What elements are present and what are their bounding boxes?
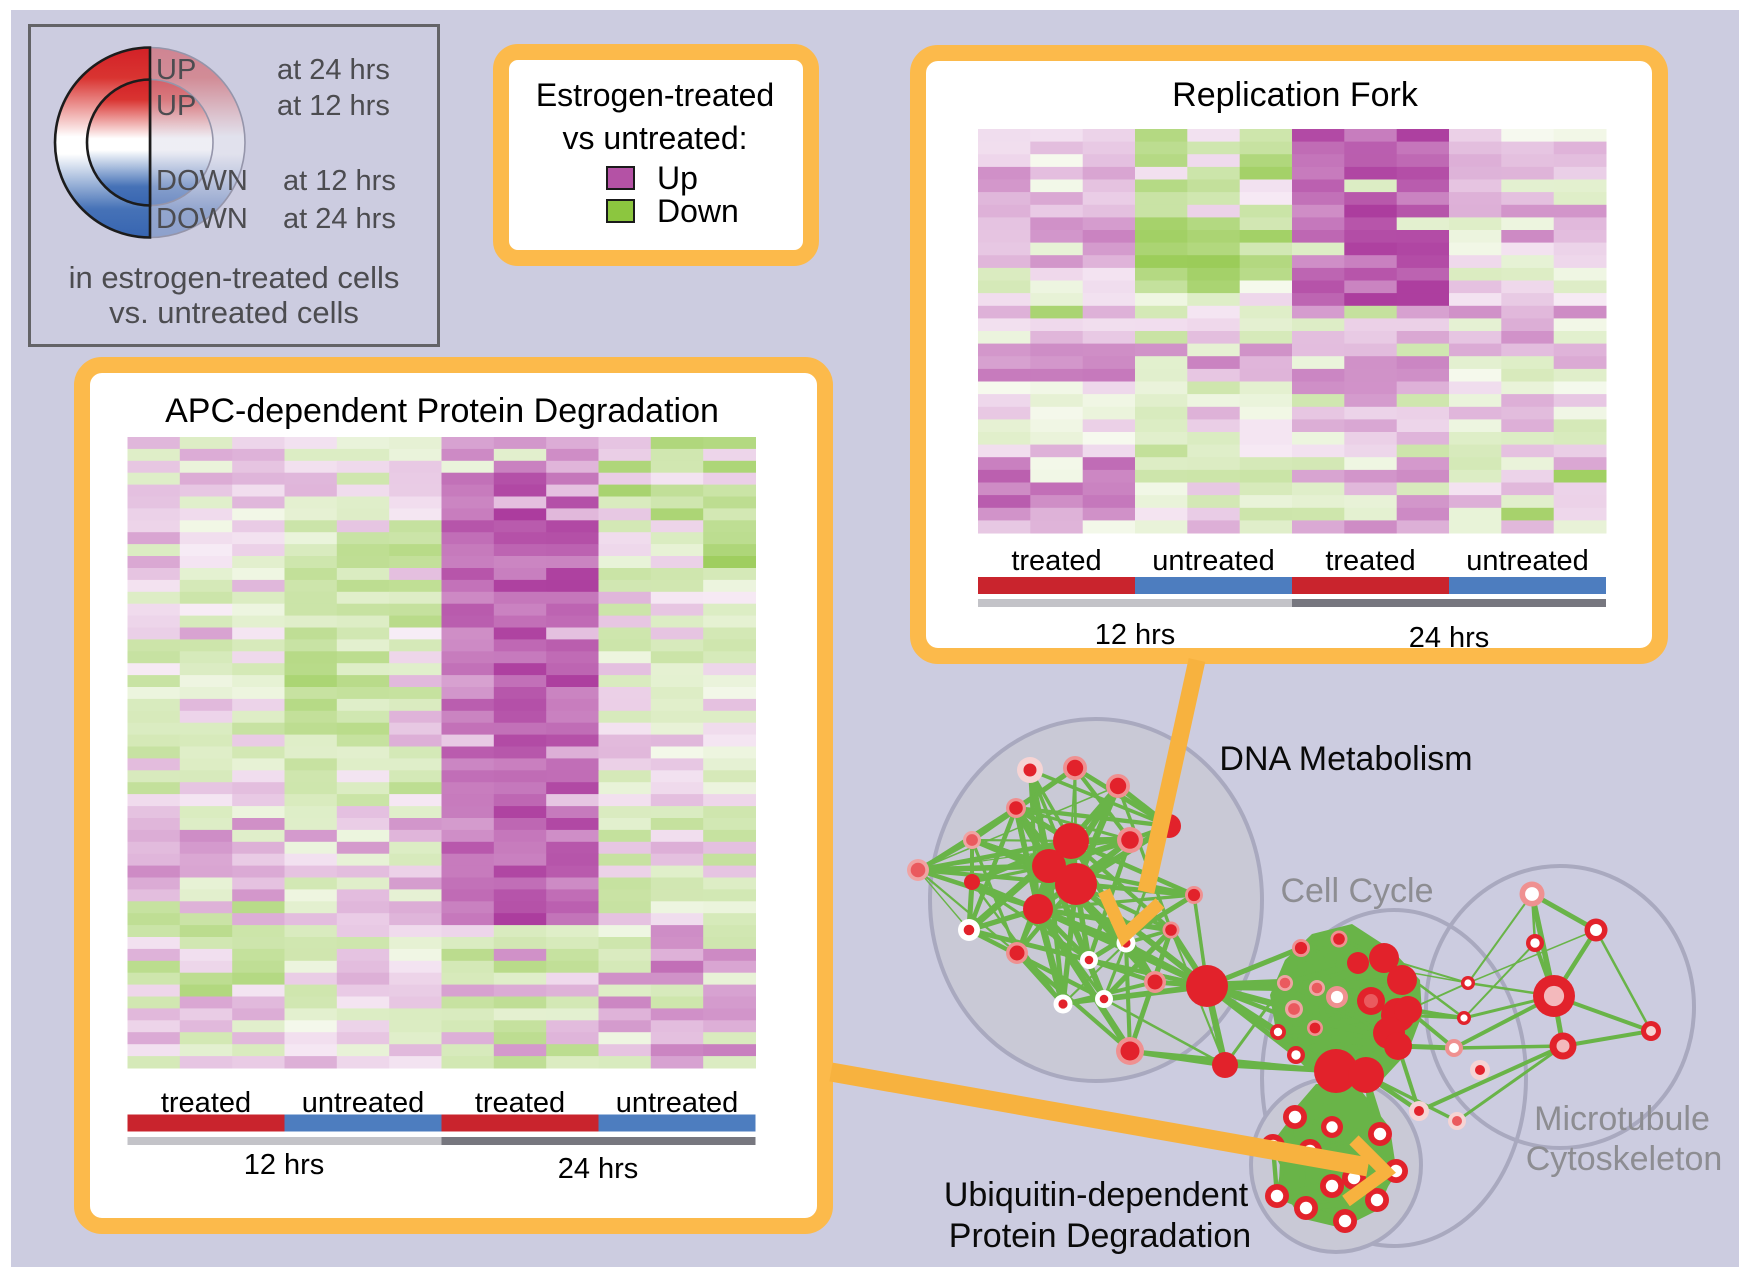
svg-text:untreated: untreated	[302, 1087, 425, 1119]
svg-text:DOWN: DOWN	[156, 165, 248, 197]
svg-text:12 hrs: 12 hrs	[244, 1149, 325, 1181]
svg-text:DNA Metabolism: DNA Metabolism	[1219, 740, 1472, 778]
svg-text:vs. untreated cells: vs. untreated cells	[109, 295, 359, 330]
svg-text:Down: Down	[657, 193, 739, 229]
svg-text:Protein Degradation: Protein Degradation	[949, 1217, 1251, 1255]
svg-text:treated: treated	[161, 1087, 251, 1119]
svg-text:Estrogen-treated: Estrogen-treated	[536, 77, 774, 113]
svg-text:in estrogen-treated cells: in estrogen-treated cells	[69, 260, 400, 295]
svg-text:at 12 hrs: at 12 hrs	[277, 90, 390, 122]
svg-text:UP: UP	[156, 54, 196, 86]
svg-text:Up: Up	[657, 160, 698, 196]
svg-text:Replication Fork: Replication Fork	[1172, 76, 1419, 114]
svg-text:Cytoskeleton: Cytoskeleton	[1526, 1140, 1723, 1178]
svg-text:at 24 hrs: at 24 hrs	[277, 54, 390, 86]
svg-text:24 hrs: 24 hrs	[1409, 622, 1490, 654]
svg-text:DOWN: DOWN	[156, 203, 248, 235]
svg-text:untreated: untreated	[616, 1087, 739, 1119]
svg-text:untreated: untreated	[1152, 545, 1275, 577]
svg-text:24 hrs: 24 hrs	[558, 1153, 639, 1185]
svg-text:vs untreated:: vs untreated:	[563, 120, 748, 156]
svg-text:12 hrs: 12 hrs	[1095, 619, 1176, 651]
svg-text:Microtubule: Microtubule	[1534, 1100, 1710, 1138]
svg-text:at 12 hrs: at 12 hrs	[283, 165, 396, 197]
svg-text:treated: treated	[475, 1087, 565, 1119]
svg-text:untreated: untreated	[1466, 545, 1589, 577]
svg-text:treated: treated	[1011, 545, 1101, 577]
svg-text:APC-dependent Protein Degradat: APC-dependent Protein Degradation	[165, 392, 719, 430]
svg-text:at 24 hrs: at 24 hrs	[283, 203, 396, 235]
svg-text:Ubiquitin-dependent: Ubiquitin-dependent	[944, 1176, 1249, 1214]
svg-text:treated: treated	[1325, 545, 1415, 577]
svg-text:UP: UP	[156, 90, 196, 122]
svg-text:Cell Cycle: Cell Cycle	[1280, 872, 1433, 910]
